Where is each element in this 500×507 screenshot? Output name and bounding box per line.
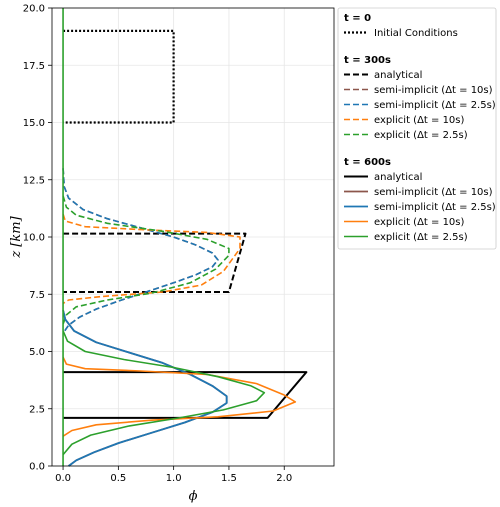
legend-group-title: t = 0	[344, 13, 371, 24]
series-line	[63, 29, 175, 124]
x-tick-label: 1.5	[221, 473, 237, 484]
legend-box	[337, 7, 497, 250]
legend-label: explicit (Δt = 2.5s)	[374, 232, 468, 243]
plot-area: 0.0 0.5 1.0 1.5 2.0 0.0 2.5 5.0 7.5 10.0 12.5 15.0…	[23, 4, 335, 484]
x-axis-label: ϕ	[189, 489, 198, 504]
y-tick-label: 2.5	[29, 404, 45, 415]
series-layer	[62, 8, 308, 467]
legend-label: analytical	[374, 172, 422, 183]
series-line	[62, 168, 219, 334]
x-tick-label: 2.0	[276, 473, 292, 484]
x-tick-label: 1.0	[166, 473, 182, 484]
y-tick-label: 7.5	[29, 290, 45, 301]
x-tick-label: 0.0	[55, 473, 71, 484]
series-line	[62, 195, 230, 325]
legend-label: explicit (Δt = 10s)	[374, 115, 465, 126]
x-axis-ticks: 0.0 0.5 1.0 1.5 2.0	[55, 466, 292, 484]
y-tick-label: 10.0	[23, 233, 45, 244]
y-axis-label: z [km]	[9, 215, 24, 258]
series-line	[62, 310, 228, 467]
legend-label: explicit (Δt = 10s)	[374, 217, 465, 228]
legend-label: analytical	[374, 70, 422, 81]
y-tick-label: 5.0	[29, 347, 45, 358]
series-line	[62, 213, 241, 305]
legend-group-title: t = 300s	[344, 55, 391, 66]
series-line	[62, 330, 266, 456]
series-line	[62, 356, 297, 437]
y-tick-label: 17.5	[23, 61, 45, 72]
x-tick-label: 0.5	[110, 473, 126, 484]
grid	[52, 7, 334, 467]
legend-group-title: t = 600s	[344, 157, 391, 168]
y-tick-label: 0.0	[29, 462, 45, 473]
y-tick-label: 12.5	[23, 175, 45, 186]
y-tick-label: 15.0	[23, 118, 45, 129]
legend-label: semi-implicit (Δt = 10s)	[374, 187, 493, 198]
y-tick-label: 20.0	[23, 4, 45, 15]
legend-label: Initial Conditions	[374, 28, 458, 39]
legend-label: explicit (Δt = 2.5s)	[374, 130, 468, 141]
y-axis-ticks: 0.0 2.5 5.0 7.5 10.0 12.5 15.0 17.5 20.0	[23, 4, 52, 473]
legend-label: semi-implicit (Δt = 2.5s)	[374, 100, 496, 111]
legend-label: semi-implicit (Δt = 10s)	[374, 85, 493, 96]
legend-label: semi-implicit (Δt = 2.5s)	[374, 202, 496, 213]
